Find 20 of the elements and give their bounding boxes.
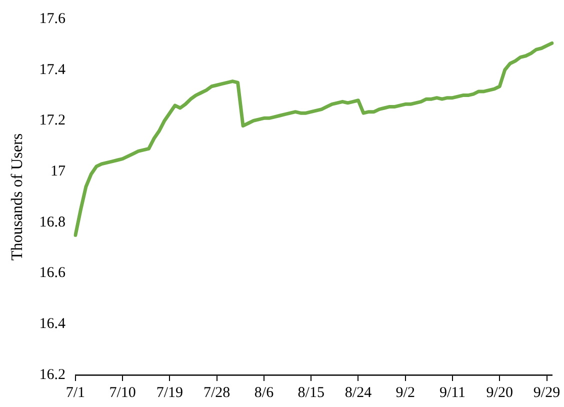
- y-tick-label: 16.6: [39, 265, 66, 282]
- y-tick-label: 17.2: [39, 112, 66, 129]
- y-tick-label: 16.4: [39, 316, 66, 332]
- x-tick-label: 9/20: [486, 384, 513, 401]
- x-tick-label: 9/29: [533, 384, 560, 401]
- x-tick-label: 8/24: [344, 384, 372, 401]
- x-tick-label: 8/15: [298, 384, 324, 401]
- x-tick-label: 9/11: [439, 384, 466, 401]
- y-tick-label: 17.4: [39, 62, 66, 78]
- x-tick-label: 7/28: [204, 384, 230, 401]
- x-tick-label: 7/19: [156, 384, 184, 401]
- y-axis-title: Thousands of Users: [8, 133, 26, 261]
- y-tick-label: 17: [50, 164, 66, 180]
- x-tick-label: 7/10: [109, 384, 136, 401]
- y-tick-label: 17.6: [39, 10, 66, 27]
- y-tick-label: 16.8: [39, 214, 66, 230]
- x-tick-label: 8/6: [254, 384, 274, 401]
- x-tick-label: 7/1: [66, 384, 86, 401]
- y-tick-label: 16.2: [39, 366, 66, 383]
- x-tick-label: 9/2: [396, 384, 415, 401]
